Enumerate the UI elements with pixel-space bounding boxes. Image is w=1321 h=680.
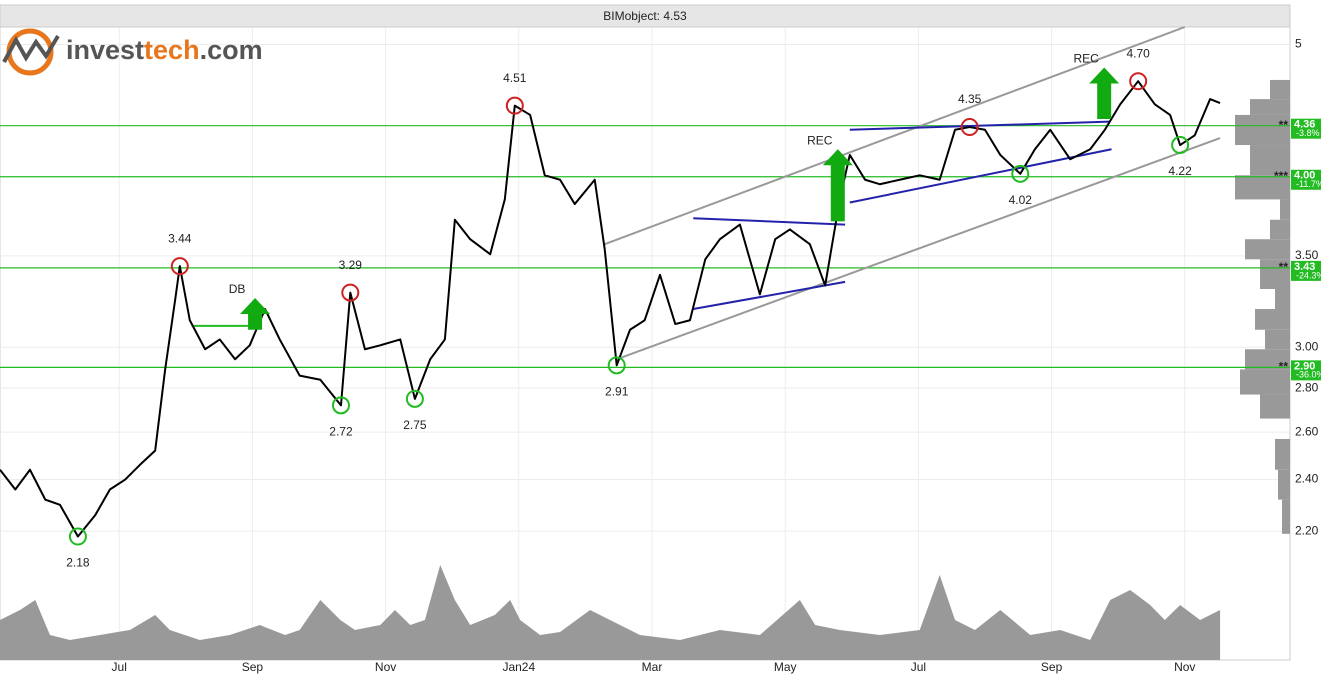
signal-arrow [240, 298, 271, 330]
chart-title: BIMobject: 4.53 [603, 9, 687, 23]
signal-label: REC [1074, 52, 1100, 66]
level-change: -36.0% [1296, 370, 1321, 380]
level-label: 4.00 [1294, 170, 1315, 182]
plot-layer: Jul Sep Nov Jan24 Mar May Jul Sep Nov 5 3.50 3.00 2.… [0, 26, 1321, 674]
signal-arrow [1089, 67, 1120, 119]
logo-text: tech [144, 35, 200, 65]
extreme-marker [1129, 72, 1148, 91]
level-change: -3.8% [1296, 128, 1320, 138]
trend-line [693, 280, 846, 311]
level-change: -11.7% [1296, 179, 1321, 189]
signal-arrow [822, 149, 853, 222]
volume-area [0, 565, 1221, 660]
extreme-marker [341, 283, 360, 302]
extreme-label: 2.91 [605, 385, 629, 399]
extreme-marker [607, 356, 626, 375]
profile-bar [1245, 349, 1290, 370]
trend-line [693, 217, 846, 226]
trend-line [849, 148, 1112, 204]
level-stars: ** [1279, 360, 1289, 374]
x-tick-label: Mar [642, 660, 663, 674]
profile-bar [1270, 219, 1290, 240]
x-tick-label: Sep [242, 660, 264, 674]
y-tick-label: 3.50 [1295, 248, 1319, 262]
x-tick-label: Nov [1174, 660, 1195, 674]
level-label: 4.36 [1294, 119, 1315, 131]
level-box [1291, 169, 1321, 190]
y-tick-label: 5 [1295, 37, 1302, 51]
extreme-label: 2.72 [329, 425, 353, 439]
extreme-marker [1171, 136, 1190, 155]
extreme-marker [405, 389, 424, 408]
level-label: 3.43 [1294, 261, 1315, 273]
profile-bar [1260, 394, 1290, 419]
level-box [1291, 260, 1321, 281]
logo-text: invest [66, 35, 144, 65]
extreme-label: 2.18 [66, 556, 90, 570]
extreme-label: 3.29 [339, 258, 363, 272]
y-tick-label: 3.00 [1295, 339, 1319, 353]
x-tick-label: May [774, 660, 797, 674]
x-tick-label: Sep [1041, 660, 1063, 674]
trend-line [616, 137, 1221, 361]
profile-bar [1282, 499, 1290, 534]
trend-line [849, 120, 1110, 131]
extreme-marker [170, 257, 189, 276]
trend-line [604, 26, 1186, 246]
svg-text:investtech.com: investtech.com [66, 35, 263, 65]
profile-bar [1235, 175, 1290, 200]
level-stars: ** [1279, 118, 1289, 132]
profile-bar [1235, 114, 1290, 146]
signal-label: REC [807, 133, 833, 147]
level-change: -24.3% [1296, 270, 1321, 280]
price-line [0, 80, 1221, 538]
extreme-marker [960, 118, 979, 137]
profile-bar [1260, 259, 1290, 289]
level-box [1291, 360, 1321, 381]
x-tick-label: Nov [375, 660, 396, 674]
y-tick-label: 2.20 [1295, 523, 1319, 537]
profile-bar [1245, 239, 1290, 260]
profile-bar [1275, 438, 1290, 470]
extreme-label: 4.02 [1009, 193, 1033, 207]
profile-bar [1240, 369, 1290, 395]
extreme-label: 2.75 [403, 418, 427, 432]
x-tick-label: Jan24 [502, 660, 535, 674]
signal-label: DB [229, 282, 246, 296]
extreme-label: 4.70 [1126, 46, 1150, 60]
extreme-marker [331, 396, 350, 415]
profile-bar [1250, 145, 1290, 176]
profile-bar [1270, 79, 1290, 100]
y-tick-label: 2.40 [1295, 472, 1319, 486]
profile-bar [1278, 469, 1290, 500]
profile-bar [1275, 288, 1290, 310]
level-box [1291, 118, 1321, 139]
extreme-label: 4.22 [1168, 164, 1192, 178]
profile-bar [1250, 99, 1290, 115]
level-stars: ** [1279, 260, 1289, 274]
extreme-label: 3.44 [168, 231, 192, 245]
logo-zigzag [2, 34, 60, 63]
extreme-label: 4.51 [503, 71, 527, 85]
logo: investtech.com [2, 28, 263, 76]
extreme-label: 4.35 [958, 92, 982, 106]
profile-bar [1255, 309, 1290, 330]
y-tick-label: 2.60 [1295, 424, 1319, 438]
extreme-marker [1011, 164, 1030, 183]
extreme-marker [68, 527, 87, 546]
profile-bar [1280, 199, 1290, 220]
level-stars: *** [1274, 169, 1288, 183]
logo-text: .com [200, 35, 263, 65]
profile-bar [1265, 329, 1290, 350]
x-tick-label: Jul [112, 660, 127, 674]
level-label: 2.90 [1294, 360, 1315, 372]
y-tick-label: 2.80 [1295, 380, 1319, 394]
extreme-marker [505, 96, 524, 115]
x-tick-label: Jul [911, 660, 926, 674]
